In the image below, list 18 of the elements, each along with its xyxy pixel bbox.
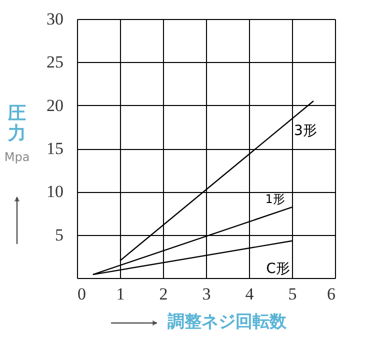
- x-tick-label: 1: [116, 284, 125, 304]
- y-tick-label: 10: [46, 182, 64, 202]
- x-axis-title: 調整ネジ回転数: [168, 312, 288, 332]
- x-tick-label: 4: [245, 284, 254, 304]
- y-tick-label: 5: [55, 225, 64, 244]
- x-tick-label: 5: [288, 284, 297, 304]
- y-tick-label: 15: [46, 139, 64, 158]
- y-axis-title: 圧力 Mpa: [4, 103, 30, 164]
- x-tick-label: 6: [327, 284, 336, 304]
- y-tick-label: 20: [46, 96, 64, 115]
- x-tick-label: 3: [202, 284, 211, 304]
- x-tick-label: 0: [78, 284, 86, 304]
- series-label: 3形: [294, 123, 317, 140]
- y-tick-label: 30: [46, 10, 64, 28]
- y-tick-label: 25: [46, 52, 64, 72]
- x-tick-label: 2: [159, 284, 168, 304]
- series-label: 1形: [265, 192, 285, 206]
- series-label: C形: [266, 260, 290, 277]
